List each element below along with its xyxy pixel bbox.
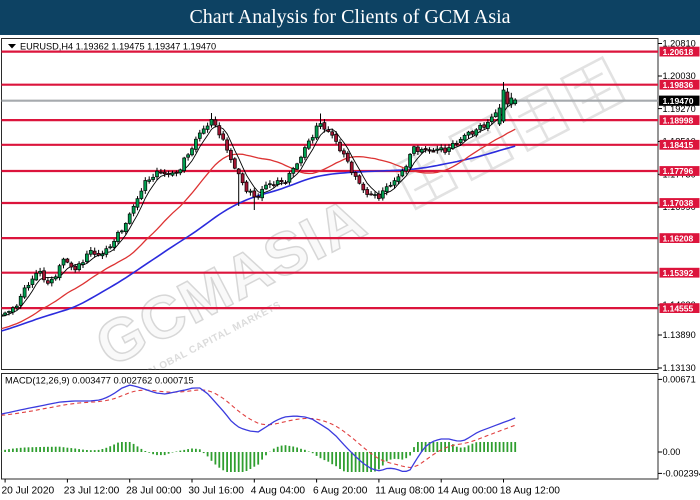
svg-text:1.19270: 1.19270	[663, 104, 696, 114]
svg-text:6 Aug 20:00: 6 Aug 20:00	[313, 486, 368, 497]
svg-text:1.13130: 1.13130	[663, 363, 696, 373]
svg-text:11 Aug 08:00: 11 Aug 08:00	[375, 486, 435, 497]
svg-text:0.00: 0.00	[663, 447, 681, 457]
svg-text:1.20810: 1.20810	[663, 39, 696, 49]
svg-text:MACD(12,26,9) 0.003477 0.00276: MACD(12,26,9) 0.003477 0.002762 0.000715	[5, 376, 194, 386]
svg-text:1.16208: 1.16208	[663, 233, 694, 243]
svg-text:4 Aug 04:00: 4 Aug 04:00	[251, 486, 306, 497]
svg-text:1.17796: 1.17796	[663, 166, 694, 176]
svg-text:1.19836: 1.19836	[663, 80, 694, 90]
svg-text:1.17038: 1.17038	[663, 198, 694, 208]
svg-text:23 Jul 12:00: 23 Jul 12:00	[64, 486, 120, 497]
svg-text:20 Jul 2020: 20 Jul 2020	[2, 486, 55, 497]
svg-text:EURUSD,H4 1.19362 1.19475 1.1: EURUSD,H4 1.19362 1.19475 1.19347 1.1947…	[20, 42, 216, 52]
svg-text:1.19470: 1.19470	[663, 96, 694, 106]
svg-text:1.15392: 1.15392	[663, 268, 694, 278]
svg-text:18 Aug 12:00: 18 Aug 12:00	[500, 486, 560, 497]
svg-text:1.18415: 1.18415	[663, 140, 694, 150]
svg-text:-0.002394: -0.002394	[663, 469, 700, 479]
svg-text:28 Jul 00:00: 28 Jul 00:00	[126, 486, 182, 497]
svg-text:1.18998: 1.18998	[663, 115, 694, 125]
svg-text:1.13890: 1.13890	[663, 330, 696, 340]
svg-text:14 Aug 00:00: 14 Aug 00:00	[438, 486, 498, 497]
svg-text:1.14555: 1.14555	[663, 303, 694, 313]
svg-text:1.20030: 1.20030	[663, 71, 696, 81]
svg-text:30 Jul 16:00: 30 Jul 16:00	[188, 486, 244, 497]
svg-text:0.00671: 0.00671	[663, 375, 696, 385]
svg-text:1.20618: 1.20618	[663, 47, 694, 57]
